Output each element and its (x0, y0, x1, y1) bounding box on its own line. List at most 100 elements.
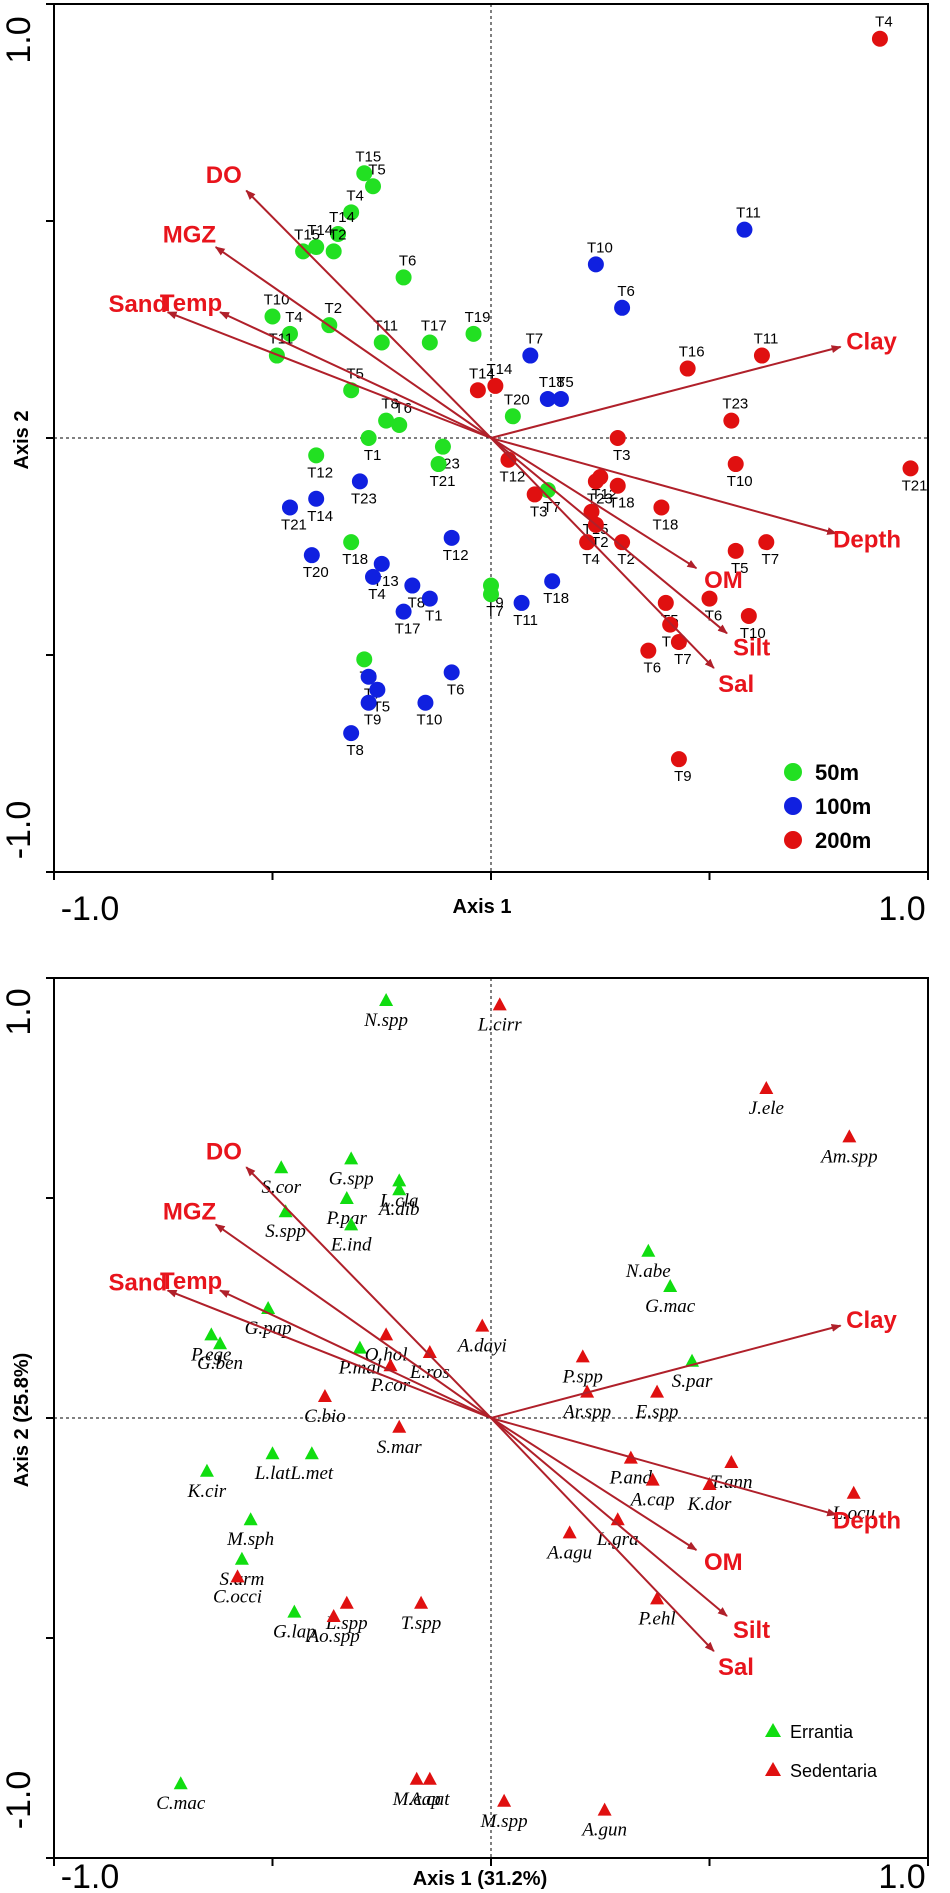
point-100m-marker (352, 473, 368, 489)
ordination-figure: T15T5T4T14T14T15 T2T6T10T2T4T11T11 T17T19T… (0, 0, 950, 1893)
point-label: T2 (329, 226, 347, 243)
point-label: T21 (902, 477, 928, 494)
point-label: T12 (307, 464, 333, 481)
point-label: T4 (368, 586, 386, 603)
point-label: T4 (346, 187, 364, 204)
point-label: P.ehl (637, 1608, 675, 1629)
y-axis-bottom (46, 978, 54, 1858)
point-50m-marker (396, 269, 412, 285)
point-label: K.dor (687, 1494, 732, 1515)
point-label: T4 (582, 551, 600, 568)
point-label: G.spp (329, 1168, 374, 1189)
point-label: T4 (285, 309, 303, 326)
point-200m-marker (671, 751, 687, 767)
point-label: G.mac (645, 1296, 696, 1317)
point-100m-marker (396, 604, 412, 620)
point-200m-marker (487, 378, 503, 394)
point-label: T7 (526, 331, 544, 348)
point-label: T8 (346, 742, 364, 759)
points-top: T15T5T4T14T14T15 T2T6T10T2T4T11T11 T17T19T… (264, 14, 928, 785)
point-100m-marker (614, 300, 630, 316)
point-200m-marker (741, 608, 757, 624)
point-label: T11 (736, 205, 761, 222)
point-50m-marker (308, 447, 324, 463)
point-100m-marker (365, 569, 381, 585)
point-label: J.ele (749, 1098, 784, 1119)
point-sedentaria-marker (318, 1389, 332, 1402)
point-50m-marker (431, 456, 447, 472)
env-vector-temp (220, 312, 491, 438)
point-label: T10 (727, 473, 753, 490)
env-vector-do (246, 191, 491, 438)
point-label: A.dib (377, 1199, 420, 1220)
point-label: T12 (500, 469, 526, 486)
point-errantia-marker (204, 1327, 218, 1340)
point-label: T10 (417, 712, 443, 729)
point-label: T7 (762, 551, 780, 568)
point-100m-marker (522, 348, 538, 364)
x-axis-title-bottom: Axis 1 (31.2%) (413, 1868, 548, 1890)
legend-top: 50m 100m 200m (784, 760, 871, 853)
env-vector-label-sand: Sand (109, 1269, 168, 1296)
point-100m-marker (374, 556, 390, 572)
point-label: T18 (342, 551, 368, 568)
env-vector-silt (491, 1418, 727, 1616)
point-errantia-marker (340, 1191, 354, 1204)
point-label: T1 (425, 608, 443, 625)
x-tick-label-top-max: 1.0 (878, 890, 925, 928)
point-label: L.lat (254, 1463, 291, 1484)
point-200m-marker (728, 456, 744, 472)
env-vector-label-depth: Depth (833, 1508, 901, 1535)
point-200m-marker (610, 430, 626, 446)
point-50m-marker (505, 408, 521, 424)
env-vector-label-mgz: MGZ (163, 222, 216, 249)
point-label: T14 (486, 361, 512, 378)
point-50m-marker (343, 382, 359, 398)
env-vector-om (491, 1418, 696, 1550)
env-vectors-top: DOMGZTempSandClayDepthOMSiltSal (108, 162, 901, 698)
point-100m-marker (361, 695, 377, 711)
legend-label-100m: 100m (815, 794, 871, 819)
point-label: T1 (364, 447, 382, 464)
env-vector-label-do: DO (206, 162, 242, 189)
point-200m-marker (903, 460, 919, 476)
point-sedentaria-marker (842, 1129, 856, 1142)
point-label: T4 (875, 14, 893, 31)
point-200m-marker (640, 643, 656, 659)
x-tick-label-bottom-min: -1.0 (61, 1858, 120, 1893)
point-label: T6 (399, 252, 417, 269)
point-errantia-marker (287, 1605, 301, 1618)
env-vector-label-mgz: MGZ (163, 1199, 216, 1226)
legend-marker-100m (784, 797, 802, 815)
legend-marker-sedentaria (765, 1762, 781, 1776)
point-sedentaria-marker (563, 1525, 577, 1538)
point-errantia-marker (344, 1151, 358, 1164)
point-sedentaria-marker (847, 1486, 861, 1499)
point-sedentaria-marker (650, 1385, 664, 1398)
point-label: T9 (364, 712, 382, 729)
x-axis-top (54, 872, 928, 880)
point-100m-marker (404, 578, 420, 594)
point-50m-marker (361, 430, 377, 446)
point-200m-marker (610, 478, 626, 494)
env-vector-label-clay: Clay (846, 328, 897, 355)
point-sedentaria-marker (576, 1349, 590, 1362)
x-tick-label-bottom-max: 1.0 (878, 1858, 925, 1893)
point-label: T20 (504, 391, 530, 408)
env-vector-do (246, 1167, 491, 1418)
point-sedentaria-marker (379, 1327, 393, 1340)
y-axis-title-top: Axis 2 (11, 411, 33, 470)
point-200m-marker (500, 452, 516, 468)
point-label: S.mar (377, 1437, 422, 1458)
point-label: T18 (609, 495, 635, 512)
point-label: T2 (325, 300, 343, 317)
point-50m-marker (374, 335, 390, 351)
point-100m-marker (444, 530, 460, 546)
point-sedentaria-marker (423, 1772, 437, 1785)
point-label: T11 (754, 331, 779, 348)
point-sedentaria-marker (493, 997, 507, 1010)
env-vector-label-om: OM (704, 1549, 743, 1576)
legend-label-errantia: Errantia (790, 1722, 854, 1742)
legend-marker-200m (784, 831, 802, 849)
